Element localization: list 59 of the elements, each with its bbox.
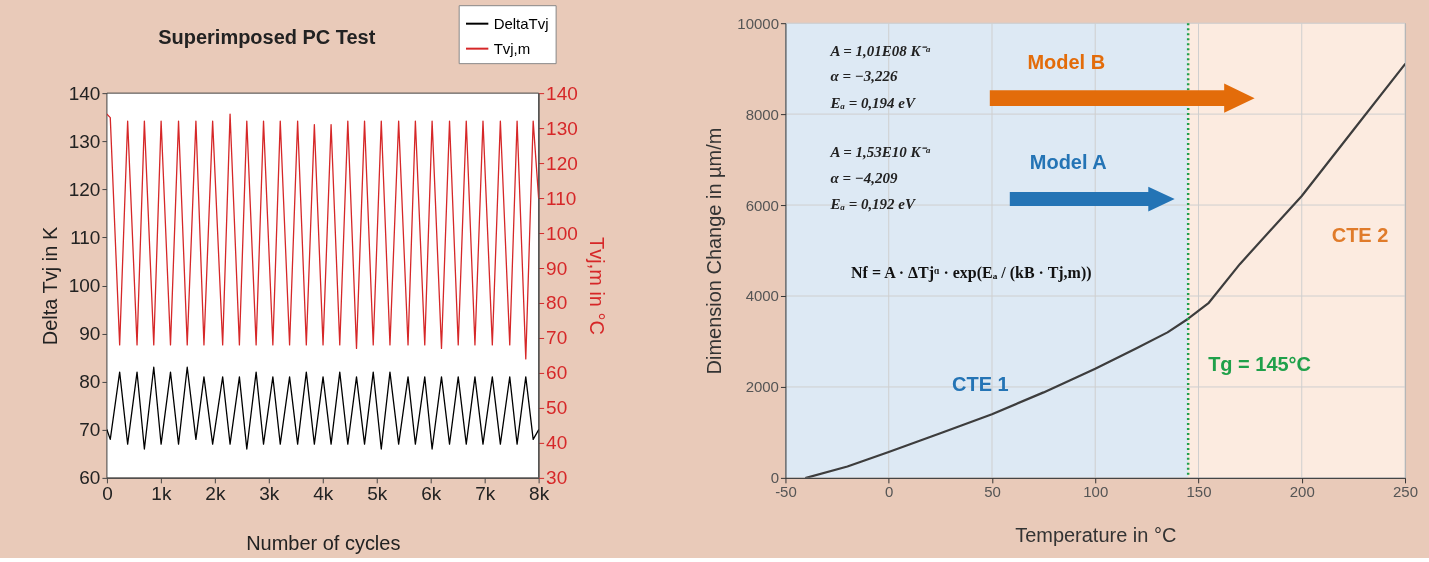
x-tick-label: 250: [1393, 483, 1419, 501]
y-tick-label: 60: [79, 467, 101, 489]
annotation: Nf = A · ΔTjᵅ · exp(Eₐ / (kB · Tj,m)): [851, 264, 1092, 282]
annotation: α = −3,226: [830, 68, 898, 85]
legend-label: Tvj,m: [493, 39, 531, 57]
annotation: α = −4,209: [830, 170, 898, 187]
annotation: Eₐ = 0,194 eV: [829, 95, 916, 112]
y2-tick-label: 90: [546, 257, 568, 279]
x-tick-label: 1k: [151, 483, 172, 505]
y2-tick-label: 140: [546, 82, 578, 104]
y-axis-title: Dimension Change in µm/m: [703, 127, 726, 375]
y2-tick-label: 70: [546, 327, 568, 349]
x-tick-label: 0: [885, 483, 894, 501]
y-tick-label: 80: [79, 371, 101, 393]
x-tick-label: 7k: [475, 483, 496, 505]
annotation: CTE 1: [952, 372, 1009, 395]
y2-tick-label: 50: [546, 397, 568, 419]
x-tick-label: 150: [1186, 483, 1212, 501]
x-axis-title: Temperature in °C: [1015, 524, 1177, 547]
x-axis-title: Number of cycles: [246, 532, 401, 555]
x-tick-label: 3k: [259, 483, 280, 505]
y-tick-label: 90: [79, 323, 101, 345]
legend-label: DeltaTvj: [493, 14, 549, 32]
y-tick-label: 140: [68, 82, 101, 104]
y-tick-label: 2000: [745, 378, 779, 396]
y-tick-label: 100: [68, 274, 101, 296]
y2-tick-label: 120: [546, 152, 578, 174]
y-axis-title: Delta Tvj in K: [38, 226, 61, 346]
y-tick-label: 110: [70, 226, 101, 248]
annotation: Model A: [1029, 151, 1107, 174]
y-tick-label: 4000: [745, 287, 779, 305]
y-tick-label: 70: [79, 419, 101, 441]
annotation: CTE 2: [1331, 224, 1389, 247]
annotation: A = 1,01E08 K⁻ᵅ: [829, 43, 931, 60]
y2-tick-label: 60: [546, 362, 568, 384]
annotation: Eₐ = 0,192 eV: [829, 196, 916, 213]
ref-line-label: Tg = 145°C: [1208, 352, 1312, 375]
y-tick-label: 6000: [745, 196, 779, 214]
y2-tick-label: 110: [546, 187, 577, 209]
y2-axis-title: Tvj,m in °C: [585, 237, 608, 335]
chart-title: Superimposed PC Test: [158, 26, 376, 49]
x-tick-label: 200: [1289, 483, 1315, 501]
line-series: [106, 366, 539, 450]
annotation: Model B: [1027, 51, 1106, 74]
y-tick-label: 10000: [737, 14, 779, 32]
x-tick-label: 5k: [367, 483, 388, 505]
y-tick-label: 120: [68, 178, 101, 200]
y2-tick-label: 130: [546, 117, 578, 139]
x-tick-label: 50: [984, 483, 1001, 501]
annotation: A = 1,53E10 K⁻ᵅ: [829, 144, 931, 161]
y2-tick-label: 80: [546, 292, 568, 314]
y2-tick-label: 100: [546, 222, 578, 244]
x-tick-label: 6k: [421, 483, 442, 505]
x-tick-label: 2k: [205, 483, 226, 505]
y-tick-label: 8000: [745, 105, 779, 123]
x-tick-label: 4k: [313, 483, 334, 505]
y2-tick-label: 40: [546, 432, 568, 454]
x-tick-label: 100: [1083, 483, 1109, 501]
y-tick-label: 130: [68, 130, 101, 152]
